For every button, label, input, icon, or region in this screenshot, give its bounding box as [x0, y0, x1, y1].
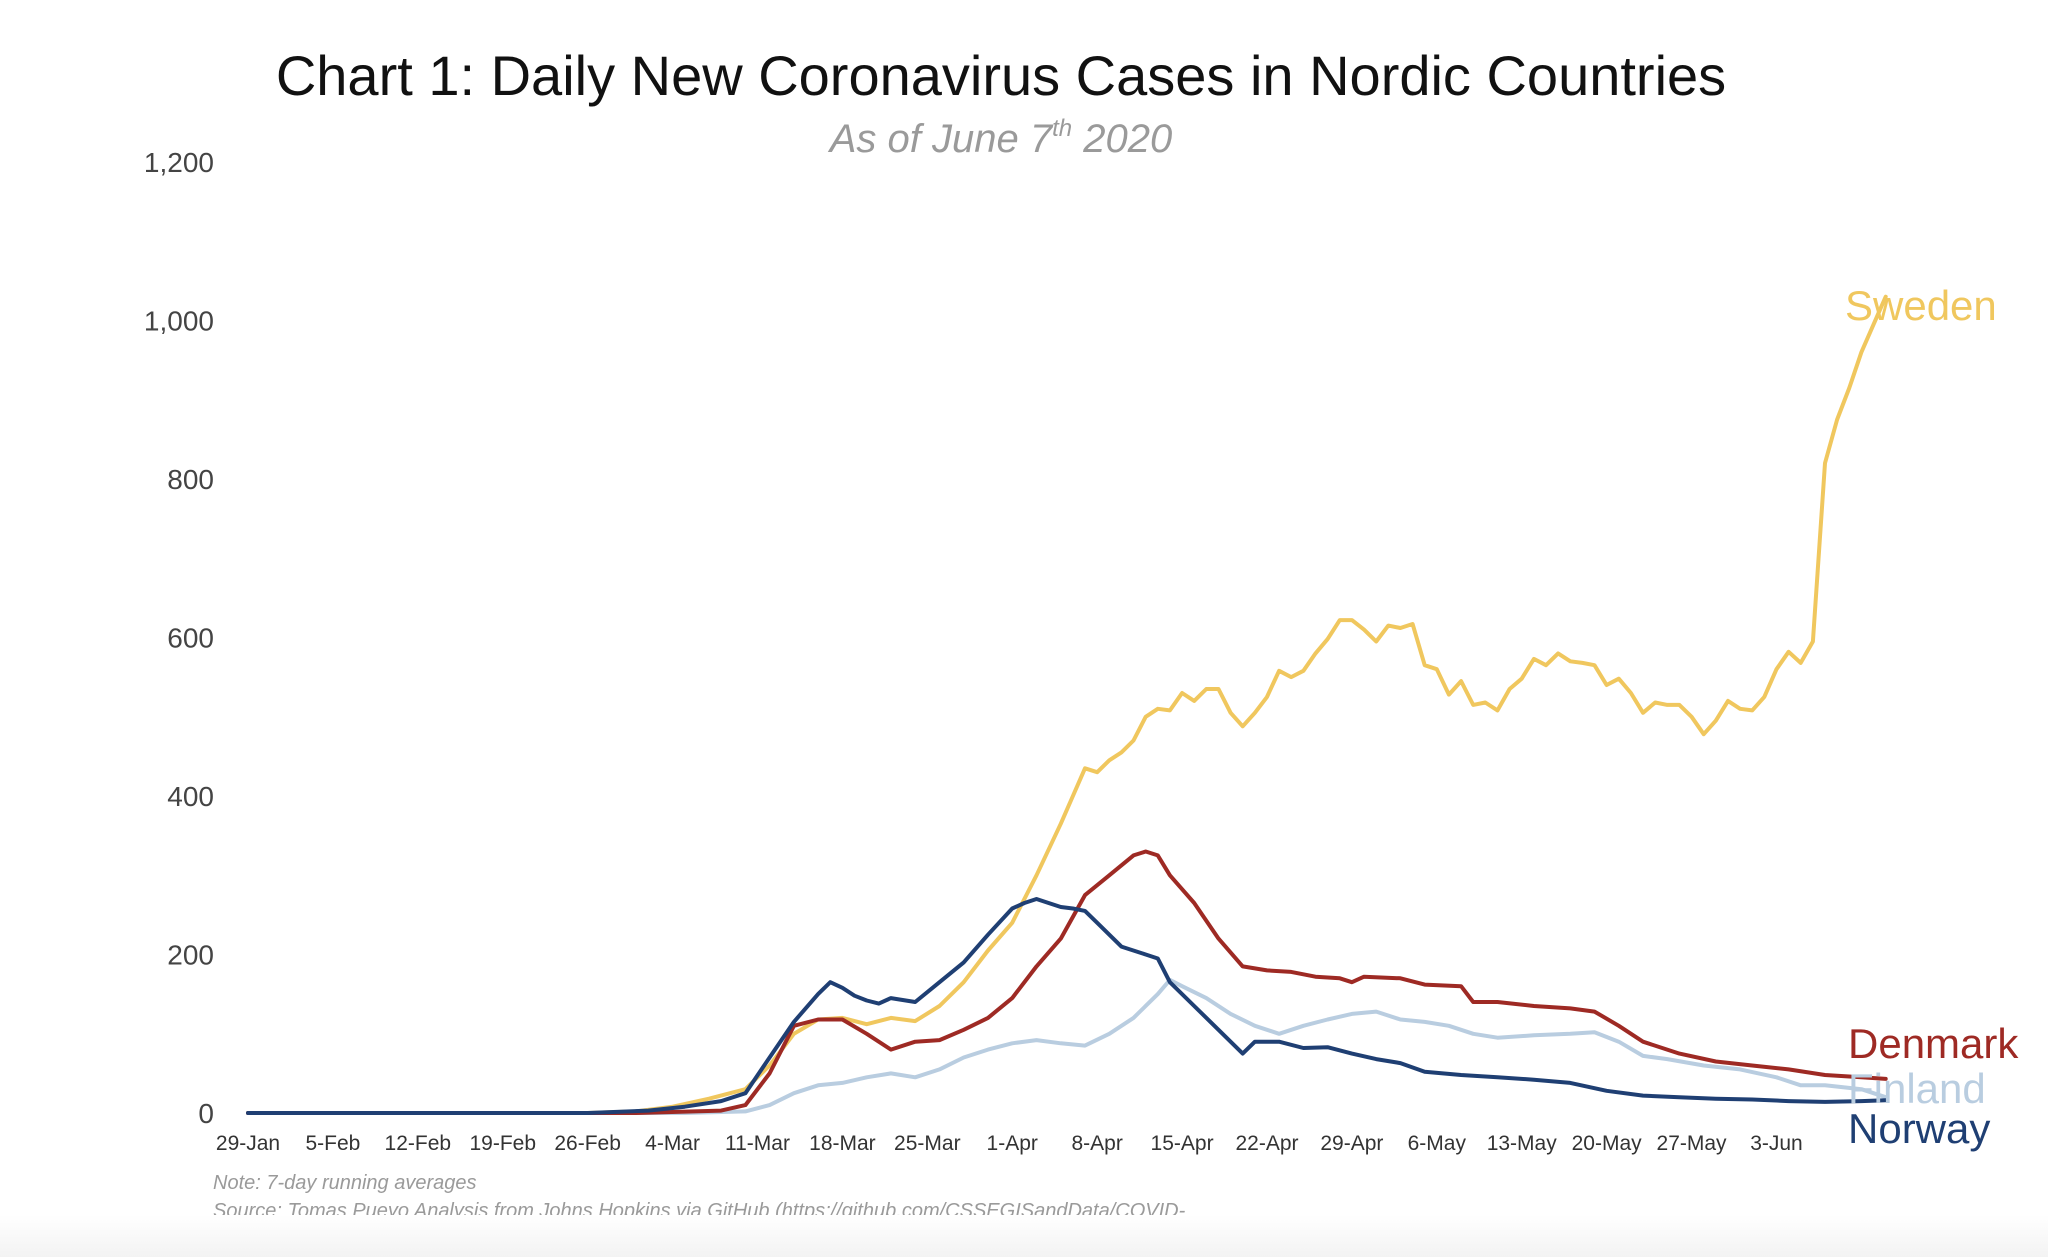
x-tick-label: 19-Feb [469, 1132, 536, 1155]
chart-subtitle-suffix: 2020 [1072, 117, 1172, 161]
series-label-denmark: Denmark [1848, 1020, 2019, 1067]
x-tick-label: 3-Jun [1750, 1132, 1803, 1155]
x-tick-label: 27-May [1657, 1132, 1728, 1155]
series-line-denmark [246, 849, 1888, 1115]
chart-subtitle-prefix: As of June 7 [828, 117, 1054, 161]
x-tick-label: 8-Apr [1071, 1132, 1122, 1155]
x-axis: 29-Jan 5-Feb 12-Feb 19-Feb 26-Feb 4-Mar 11-Mar… [216, 1132, 1803, 1155]
series-label-norway: Norway [1848, 1105, 1990, 1152]
series-line-norway [246, 897, 1888, 1115]
x-tick-label: 20-May [1572, 1132, 1643, 1155]
chart-subtitle-superscript: th [1052, 115, 1072, 142]
x-tick-label: 29-Apr [1320, 1132, 1383, 1155]
x-tick-label: 6-May [1408, 1132, 1467, 1155]
y-tick-label: 1,200 [144, 147, 214, 178]
series-line-finland [246, 977, 1888, 1115]
x-tick-label: 26-Feb [554, 1132, 621, 1155]
x-tick-label: 11-Mar [725, 1132, 790, 1155]
y-tick-label: 600 [167, 623, 214, 654]
series-label-sweden: Sweden [1845, 282, 1997, 329]
chart-title: Chart 1: Daily New Coronavirus Cases in … [276, 44, 1726, 107]
x-tick-label: 1-Apr [987, 1132, 1038, 1155]
x-tick-label: 15-Apr [1151, 1132, 1214, 1155]
x-tick-label: 5-Feb [305, 1132, 360, 1155]
x-tick-label: 25-Mar [894, 1132, 961, 1155]
x-tick-label: 22-Apr [1235, 1132, 1298, 1155]
series-line-sweden [246, 294, 1888, 1115]
y-tick-label: 1,000 [144, 306, 214, 337]
x-tick-label: 12-Feb [385, 1132, 452, 1155]
x-tick-label: 13-May [1487, 1132, 1558, 1155]
y-axis: 0 200 400 600 800 1,000 1,200 [144, 147, 214, 1129]
x-tick-label: 29-Jan [216, 1132, 280, 1155]
y-tick-label: 800 [167, 464, 214, 495]
series-label-finland: Finland [1848, 1065, 1986, 1112]
x-tick-label: 4-Mar [645, 1132, 700, 1155]
x-tick-label: 18-Mar [809, 1132, 876, 1155]
series-lines [246, 294, 1888, 1115]
y-tick-label: 400 [167, 781, 214, 812]
y-tick-label: 200 [167, 940, 214, 971]
y-tick-label: 0 [198, 1098, 214, 1129]
bottom-fade [0, 1215, 2048, 1257]
chart-subtitle: As of June 7th 2020 [828, 115, 1173, 161]
chart-note: Note: 7-day running averages [213, 1172, 477, 1194]
